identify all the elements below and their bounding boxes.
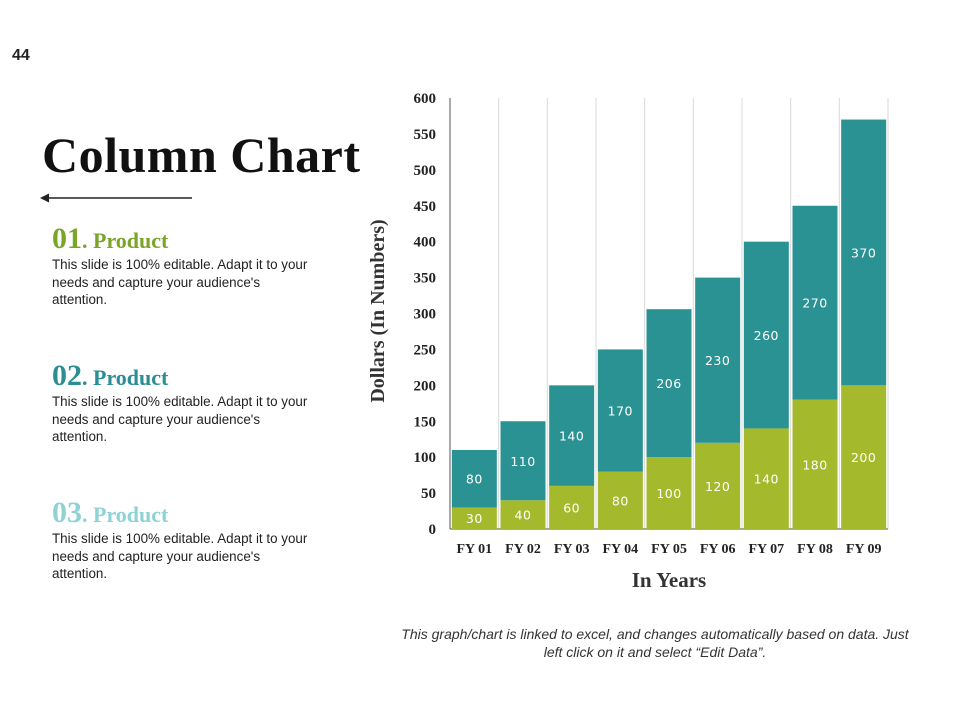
data-label: 30: [466, 511, 483, 526]
bar-segment: [549, 385, 595, 486]
bar-segment: [549, 485, 595, 529]
bar-segment: [646, 309, 692, 458]
x-axis-title: In Years: [632, 568, 706, 592]
bar-segment: [792, 399, 838, 529]
bar-segment: [451, 507, 497, 529]
y-tick-label: 400: [414, 235, 437, 251]
bar-segment: [792, 205, 838, 400]
y-tick-label: 450: [414, 199, 437, 215]
data-label: 60: [563, 500, 580, 515]
y-axis-title: Dollars (In Numbers): [367, 219, 389, 402]
bar-segment: [695, 277, 741, 443]
data-label: 206: [656, 376, 681, 391]
product-heading-03: 03. Product: [52, 498, 312, 528]
bar-segment: [597, 349, 643, 472]
y-tick-label: 250: [414, 342, 437, 358]
page-number: 44: [12, 47, 30, 64]
x-tick-label: FY 01: [457, 542, 493, 557]
bar-segment: [695, 442, 741, 529]
x-tick-label: FY 08: [797, 542, 833, 557]
y-tick-label: 150: [414, 414, 437, 430]
product-item-03: 03. Product This slide is 100% editable.…: [52, 498, 312, 583]
bar-segment: [841, 385, 887, 529]
data-label: 180: [802, 457, 827, 472]
product-description-02: This slide is 100% editable. Adapt it to…: [52, 394, 308, 444]
product-heading-01: 01. Product: [52, 224, 312, 254]
y-tick-label: 200: [414, 378, 437, 394]
data-label: 270: [802, 296, 827, 311]
product-label-03: . Product: [82, 502, 169, 527]
data-label: 170: [608, 403, 633, 418]
y-tick-label: 550: [414, 127, 437, 143]
x-tick-label: FY 03: [554, 542, 590, 557]
product-item-01: 01. Product This slide is 100% editable.…: [52, 224, 312, 309]
data-label: 140: [754, 472, 779, 487]
product-number-03: 03: [52, 496, 82, 529]
data-label: 140: [559, 429, 584, 444]
bar-segment: [841, 119, 887, 386]
data-label: 110: [510, 454, 535, 469]
bar-segment: [500, 500, 546, 529]
x-tick-label: FY 04: [603, 542, 639, 557]
product-description-01: This slide is 100% editable. Adapt it to…: [52, 257, 308, 307]
y-tick-label: 0: [429, 522, 437, 538]
x-tick-label: FY 09: [846, 542, 882, 557]
data-label: 80: [466, 472, 483, 487]
x-tick-label: FY 02: [505, 542, 541, 557]
data-label: 200: [851, 450, 876, 465]
data-label: 260: [754, 328, 779, 343]
bar-segment: [597, 471, 643, 529]
left-arrow-icon: [40, 193, 192, 203]
product-item-02: 02. Product This slide is 100% editable.…: [52, 361, 312, 446]
product-description-03: This slide is 100% editable. Adapt it to…: [52, 531, 308, 581]
product-heading-02: 02. Product: [52, 361, 312, 391]
chart-note: This graph/chart is linked to excel, and…: [401, 626, 909, 660]
data-label: 120: [705, 479, 730, 494]
data-label: 230: [705, 353, 730, 368]
bar-segment: [451, 449, 497, 508]
bar-segment: [500, 421, 546, 501]
slide-title: Column Chart: [42, 127, 361, 183]
data-label: 40: [515, 508, 532, 523]
bar-segment: [646, 457, 692, 529]
data-label: 370: [851, 245, 876, 260]
data-label: 100: [656, 486, 681, 501]
y-tick-label: 350: [414, 271, 437, 287]
x-tick-label: FY 06: [700, 542, 736, 557]
data-label: 80: [612, 493, 629, 508]
y-tick-label: 600: [414, 91, 437, 107]
x-tick-label: FY 05: [651, 542, 687, 557]
bar-segment: [743, 428, 789, 529]
y-tick-label: 300: [414, 307, 437, 323]
y-tick-label: 100: [414, 450, 437, 466]
y-tick-label: 50: [421, 486, 436, 502]
y-tick-label: 500: [414, 163, 437, 179]
x-tick-label: FY 07: [749, 542, 785, 557]
product-number-01: 01: [52, 222, 82, 255]
product-number-02: 02: [52, 359, 82, 392]
bar-segment: [743, 241, 789, 429]
product-label-02: . Product: [82, 365, 169, 390]
product-label-01: . Product: [82, 228, 169, 253]
